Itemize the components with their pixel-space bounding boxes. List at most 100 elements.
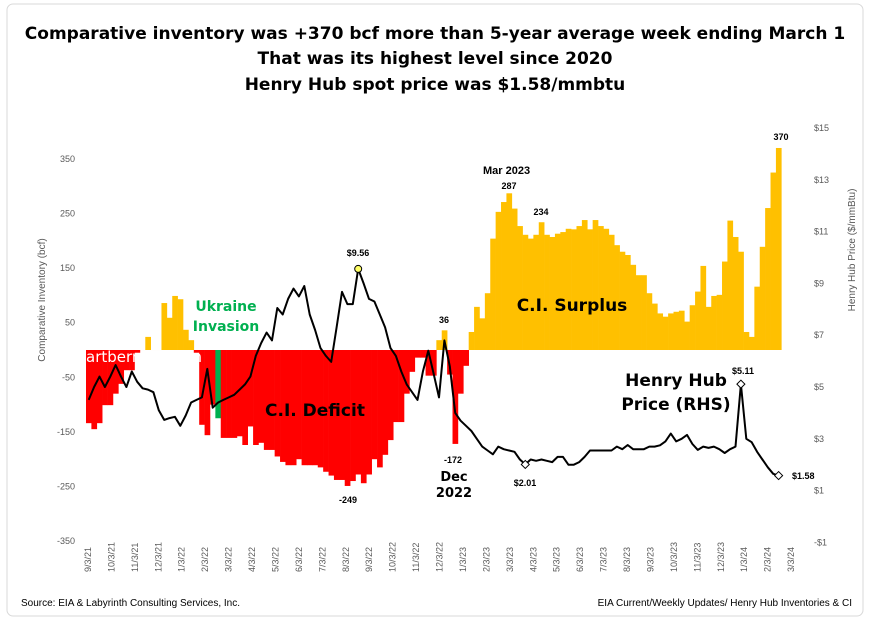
x-axis-tick-label: 1/3/22 xyxy=(177,547,187,572)
inventory-bar xyxy=(517,226,523,350)
inventory-bar xyxy=(651,303,658,350)
right-axis-tick-label: $3 xyxy=(814,434,824,444)
x-axis-tick-label: 12/3/21 xyxy=(153,542,163,572)
inventory-bar xyxy=(430,350,437,376)
left-axis-ticks: 350 250 150 50 -50 -150 -250 -350 xyxy=(57,154,75,546)
inventory-bar xyxy=(112,350,119,394)
inventory-bar xyxy=(538,222,545,350)
inventory-bar xyxy=(560,232,567,350)
inventory-bar xyxy=(263,350,270,450)
inventory-bar xyxy=(172,295,178,350)
annotation-price-9-56: $9.56 xyxy=(347,248,370,258)
inventory-bar xyxy=(258,350,265,443)
inventory-bar xyxy=(285,350,292,466)
inventory-bar xyxy=(684,321,690,350)
right-axis-tick-label: -$1 xyxy=(814,537,827,547)
inventory-bar xyxy=(220,350,227,438)
inventory-bar xyxy=(209,350,216,405)
inventory-bar xyxy=(344,350,351,486)
price-spike-marker xyxy=(736,379,746,389)
inventory-bar xyxy=(501,202,507,350)
right-axis-title: Henry Hub Price ($/mmBtu) xyxy=(847,189,858,312)
x-axis-tick-label: 6/3/23 xyxy=(575,547,585,572)
inventory-bar xyxy=(657,313,664,350)
inventory-bar xyxy=(619,251,626,350)
inventory-bar xyxy=(253,350,259,445)
x-axis-tick-label: 4/3/23 xyxy=(528,547,538,572)
inventory-bar xyxy=(269,350,275,450)
inventory-bar xyxy=(554,233,561,350)
inventory-bar xyxy=(333,350,340,480)
inventory-bar xyxy=(452,350,459,444)
inventory-bar xyxy=(290,350,297,466)
x-axis-tick-label: 11/3/22 xyxy=(411,543,421,572)
inventory-bar xyxy=(705,306,712,350)
inventory-bar xyxy=(134,350,141,353)
inventory-bar xyxy=(711,295,717,350)
annotation-price-5-11: $5.11 xyxy=(732,366,754,376)
x-axis-tick-label: 9/3/23 xyxy=(646,547,656,572)
inventory-bar xyxy=(145,336,151,350)
inventory-bar xyxy=(226,350,232,438)
annotation-287: 287 xyxy=(501,181,516,191)
left-axis-tick-label: 150 xyxy=(60,263,75,273)
inventory-bar xyxy=(587,229,593,350)
inventory-bar xyxy=(700,265,707,350)
inventory-bar xyxy=(323,350,329,472)
inventory-bar xyxy=(350,350,356,482)
x-axis-tick-label: 10/3/22 xyxy=(388,542,398,572)
x-axis-tick-label: 7/3/23 xyxy=(599,547,609,572)
annotation-minus-172: -172 xyxy=(444,455,462,465)
inventory-bar xyxy=(463,350,469,366)
chart-title-line-3: Henry Hub spot price was $1.58/mmbtu xyxy=(245,75,626,95)
right-axis-tick-label: $5 xyxy=(814,382,824,392)
right-axis-tick-label: $13 xyxy=(814,175,829,185)
x-axis-tick-label: 1/3/24 xyxy=(739,547,749,572)
inventory-bar xyxy=(695,291,701,350)
inventory-bar xyxy=(404,350,410,394)
annotation-2022: 2022 xyxy=(436,486,472,501)
inventory-bar xyxy=(129,350,135,371)
inventory-bar xyxy=(646,293,653,350)
annotation-ukraine: Ukraine xyxy=(195,299,256,315)
x-axis-tick-label: 12/3/23 xyxy=(716,542,726,572)
inventory-bar xyxy=(689,305,696,350)
inventory-bar xyxy=(722,261,728,350)
inventory-bar xyxy=(339,350,346,480)
x-axis-tick-label: 8/3/22 xyxy=(341,547,351,572)
chart-title-line-2: That was its highest level since 2020 xyxy=(258,49,613,69)
inventory-bar xyxy=(161,303,168,350)
x-axis-tick-label: 5/3/22 xyxy=(271,547,281,572)
footer-source: Source: EIA & Labyrinth Consulting Servi… xyxy=(21,598,240,609)
inventory-bar xyxy=(387,350,394,441)
inventory-bar xyxy=(215,350,222,419)
inventory-bar xyxy=(425,350,432,376)
x-axis-tick-label: 3/3/24 xyxy=(786,547,796,572)
inventory-bar xyxy=(377,350,383,468)
inventory-bar xyxy=(614,245,620,350)
annotation-ci-surplus: C.I. Surplus xyxy=(517,296,628,316)
inventory-bar xyxy=(236,350,243,437)
inventory-bar xyxy=(393,350,399,423)
inventory-bar xyxy=(468,331,475,350)
inventory-bar xyxy=(527,238,534,350)
inventory-bar xyxy=(274,350,281,457)
inventory-bar xyxy=(511,208,518,350)
annotation-price-1-58: $1.58 xyxy=(792,471,815,481)
x-axis-tick-label: 11/3/23 xyxy=(692,543,702,572)
inventory-bar xyxy=(306,350,313,466)
inventory-bar xyxy=(199,350,205,425)
inventory-bar xyxy=(727,220,734,350)
inventory-bar xyxy=(183,329,189,350)
inventory-bar xyxy=(177,299,184,350)
inventory-bar xyxy=(91,350,98,430)
x-axis-tick-label: 4/3/22 xyxy=(247,547,257,572)
inventory-bar xyxy=(166,317,173,350)
footer-note: EIA Current/Weekly Updates/ Henry Hub In… xyxy=(598,598,852,609)
inventory-bar xyxy=(366,350,372,475)
x-axis-tick-label: 3/3/22 xyxy=(224,547,234,572)
annotation-36: 36 xyxy=(439,315,449,325)
x-axis-tick-label: 5/3/23 xyxy=(552,547,562,572)
inventory-bar xyxy=(474,306,480,350)
right-axis-tick-label: $7 xyxy=(814,330,824,340)
